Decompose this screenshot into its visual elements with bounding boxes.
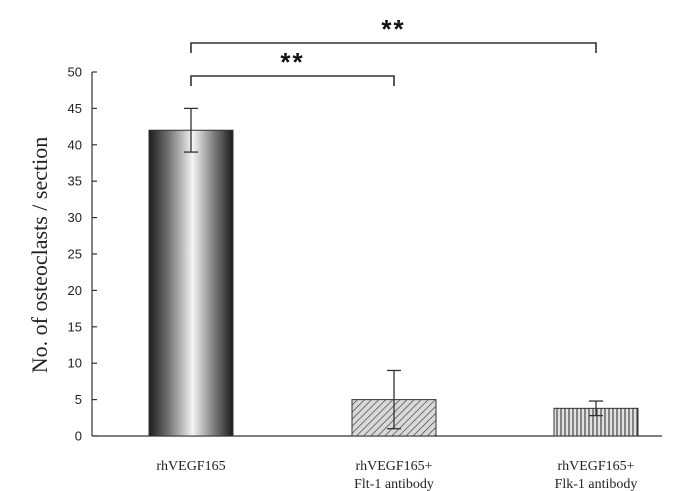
category-label: Flk-1 antibody — [555, 477, 638, 491]
bar — [148, 129, 234, 437]
category-labels: rhVEGF165 rhVEGF165+ Flt-1 antibody rhVEGF1… — [156, 459, 637, 491]
bar — [553, 407, 639, 437]
category-label: rhVEGF165 — [156, 459, 225, 474]
bars — [148, 129, 639, 437]
y-tick-label: 5 — [75, 392, 82, 407]
significance-bracket: ** — [190, 14, 597, 53]
significance-brackets: ** ** — [190, 14, 597, 86]
significance-label: ** — [381, 14, 405, 44]
y-tick-label: 20 — [68, 283, 82, 298]
y-tick-label: 25 — [68, 247, 82, 262]
significance-bracket: ** — [190, 47, 395, 86]
y-tick-label: 50 — [68, 65, 82, 80]
category-label: rhVEGF165+ — [557, 459, 634, 474]
significance-label: ** — [280, 47, 304, 77]
y-tick-label: 30 — [68, 210, 82, 225]
y-tick-label: 0 — [75, 429, 82, 444]
error-bar — [387, 369, 401, 430]
y-tick-label: 35 — [68, 174, 82, 189]
error-bar — [589, 400, 603, 417]
y-axis-ticks: 0 5 10 15 20 25 30 35 40 45 50 — [68, 65, 97, 444]
y-tick-label: 10 — [68, 356, 82, 371]
error-bars — [184, 107, 603, 430]
y-tick-label: 15 — [68, 319, 82, 334]
y-tick-label: 40 — [68, 137, 82, 152]
error-bar — [184, 107, 198, 153]
category-label: rhVEGF165+ — [355, 459, 432, 474]
y-tick-label: 45 — [68, 101, 82, 116]
y-axis-label: No. of osteoclasts / section — [27, 137, 52, 373]
category-label: Flt-1 antibody — [354, 477, 434, 491]
